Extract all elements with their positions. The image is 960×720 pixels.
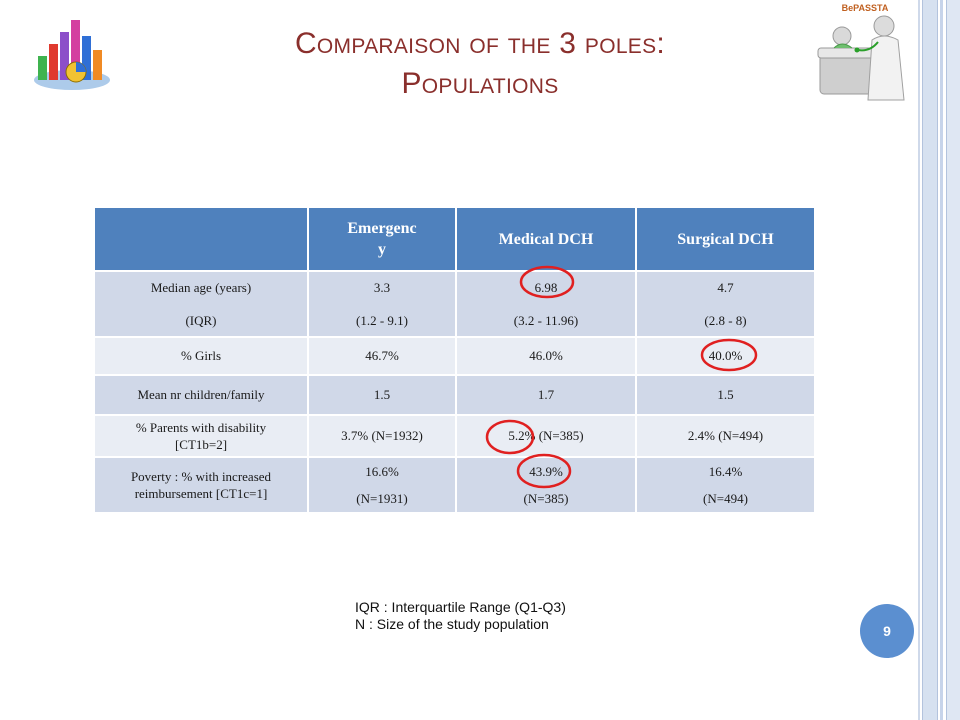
border-stripe [940,0,943,720]
row-label-line: Poverty : % with increased [130,469,272,484]
table-cell: 16.4% (N=494) [636,456,816,512]
row-label: Poverty : % with increased reimbursement… [95,456,309,512]
table-cell: 3.7% (N=1932) [308,414,457,457]
row-label-line: [CT1b=2] [174,437,228,452]
footnote: IQR : Interquartile Range (Q1-Q3) N : Si… [355,599,566,633]
footnote-line: N : Size of the study population [355,616,549,632]
cell-value: 16.4% [708,464,743,479]
doctor-patient-logo-icon: BePASSTA [812,0,918,108]
row-label: % Girls [95,336,309,375]
bar-chart-clipart-icon [34,20,110,90]
table-header-cell: Surgical DCH [636,208,816,271]
cell-value: (3.2 - 11.96) [513,313,579,328]
cell-value: (N=1931) [356,491,408,506]
table-cell: 4.7 (2.8 - 8) [636,270,816,337]
cell-value: (2.8 - 8) [704,313,747,328]
table-header-cell [95,208,309,271]
table-cell: 5.2% (N=385) [456,414,637,457]
row-label-line: % Parents with disability [135,420,267,435]
page-number-badge: 9 [860,604,914,658]
slide-title-line2: Populations [401,67,559,100]
table-cell: 1.5 [636,374,816,415]
cell-value: 3.3 [373,280,391,295]
table-row: Poverty : % with increased reimbursement… [95,456,816,512]
slide-title: Comparaison of the 3 poles: Populations [150,24,810,104]
right-decorative-border [918,0,960,720]
table-row: Median age (years) (IQR) 3.3 (1.2 - 9.1)… [95,270,816,337]
row-label-line: (IQR) [185,313,217,328]
row-label: Mean nr children/family [95,374,309,415]
table-cell: 3.3 (1.2 - 9.1) [308,270,457,337]
table-header-row: Emergency Medical DCH Surgical DCH [95,208,816,271]
table-cell: 46.0% [456,336,637,375]
table-row: % Girls 46.7% 46.0% 40.0% [95,336,816,375]
table-row: Mean nr children/family 1.5 1.7 1.5 [95,374,816,415]
table-cell: 16.6% (N=1931) [308,456,457,512]
table-cell: 40.0% [636,336,816,375]
row-label: % Parents with disability [CT1b=2] [95,414,309,457]
table-cell: 46.7% [308,336,457,375]
table-header-cell: Emergency [308,208,457,271]
border-stripe [922,0,938,720]
header-emergency: Emergency [347,220,417,258]
cell-value: (N=385) [523,491,569,506]
table-cell: 43.9% (N=385) [456,456,637,512]
cell-value: 43.9% [529,464,563,479]
row-label-line: reimbursement [CT1c=1] [134,486,268,501]
cell-value: (1.2 - 9.1) [356,313,408,328]
table-cell: 2.4% (N=494) [636,414,816,457]
slide-title-line1: Comparaison of the 3 poles: [294,27,666,60]
cell-value: 16.6% [365,464,399,479]
logo-text: BePASSTA [842,3,889,13]
population-comparison-table: Emergency Medical DCH Surgical DCH Media… [95,208,816,512]
footnote-line: IQR : Interquartile Range (Q1-Q3) [355,599,566,615]
table-header-cell: Medical DCH [456,208,637,271]
border-stripe [946,0,960,720]
table-cell: 1.5 [308,374,457,415]
cell-value: 6.98 [534,280,558,295]
cell-value: (N=494) [703,491,748,506]
border-stripe [918,0,920,720]
row-label-line: Median age (years) [150,280,252,295]
cell-value: 4.7 [717,280,734,295]
row-label: Median age (years) (IQR) [95,270,309,337]
table-cell: 1.7 [456,374,637,415]
table-row: % Parents with disability [CT1b=2] 3.7% … [95,414,816,457]
table-cell: 6.98 (3.2 - 11.96) [456,270,637,337]
